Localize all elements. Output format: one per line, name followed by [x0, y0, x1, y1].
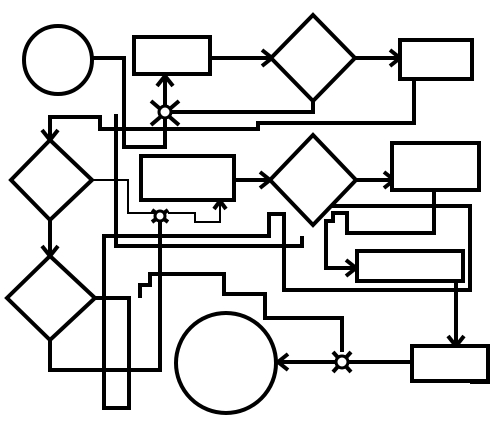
- process-box-5: [355, 249, 465, 283]
- nodes: [4, 12, 490, 415]
- start-circle: [22, 24, 94, 96]
- connector-process-2-return: [48, 80, 416, 140]
- connector-decision-1-loop: [170, 100, 315, 114]
- process-box-3: [139, 154, 236, 202]
- connector-process-4-to-process-5: [324, 191, 436, 270]
- connector-decision-2-to-junction-2: [92, 179, 156, 214]
- junction-1: [149, 99, 181, 127]
- connectors: [48, 56, 490, 410]
- connector-process-3-loop: [168, 201, 221, 223]
- process-box-1: [132, 35, 212, 76]
- junction-3: [331, 350, 353, 374]
- process-box-4: [390, 141, 481, 192]
- process-box-2: [398, 38, 474, 81]
- decision-diamond-1: [268, 12, 358, 104]
- decision-diamond-2: [8, 137, 95, 223]
- connector-mid-to-junction-3: [138, 272, 344, 352]
- decision-diamond-3: [267, 132, 359, 228]
- decision-diamond-4: [4, 253, 98, 343]
- junctions: [149, 99, 353, 374]
- connector-decision-4-right: [95, 204, 472, 410]
- end-circle: [174, 311, 278, 415]
- junction-2: [150, 208, 170, 224]
- connector-start-down: [93, 56, 167, 149]
- process-box-6: [410, 344, 490, 383]
- arrow-head-into-end-circle: [274, 352, 290, 372]
